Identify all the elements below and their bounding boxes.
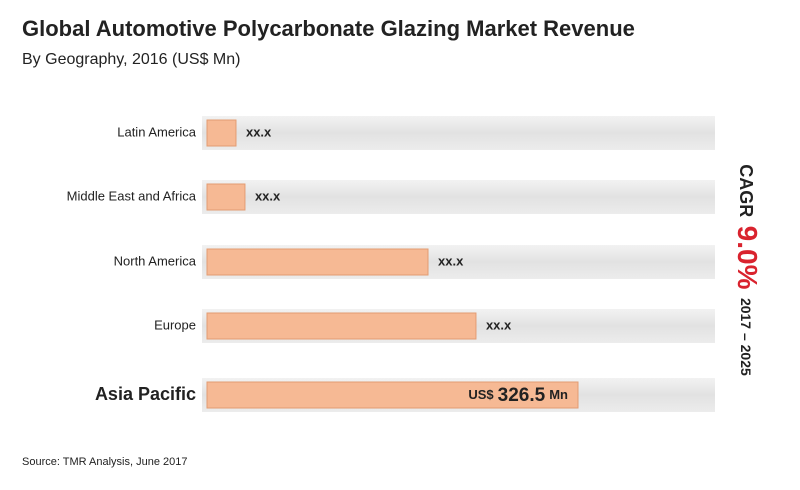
value-label-group: US$ 326.5 Mn bbox=[468, 385, 568, 406]
value-label: 326.5 bbox=[498, 385, 546, 406]
bar bbox=[206, 119, 237, 147]
bar bbox=[206, 248, 429, 276]
chart-title: Global Automotive Polycarbonate Glazing … bbox=[22, 16, 635, 41]
category-label: Latin America bbox=[117, 124, 197, 139]
category-label: Middle East and Africa bbox=[67, 188, 197, 203]
bar bbox=[206, 183, 246, 211]
value-label: xx.x bbox=[438, 253, 464, 268]
cagr-annotation: CAGR 9.0% 2017 – 2025 bbox=[732, 164, 763, 376]
cagr-value: 9.0% bbox=[732, 226, 763, 290]
cagr-label: CAGR bbox=[736, 164, 756, 217]
category-label: Europe bbox=[154, 317, 196, 332]
source: Source: TMR Analysis, June 2017 bbox=[22, 456, 188, 468]
track bbox=[202, 180, 715, 214]
chart-subtitle: By Geography, 2016 (US$ Mn) bbox=[22, 51, 240, 68]
value-label: xx.x bbox=[255, 188, 281, 203]
value-suffix: Mn bbox=[549, 387, 568, 402]
value-prefix: US$ bbox=[468, 387, 494, 402]
category-label: Asia Pacific bbox=[95, 384, 196, 404]
cagr-period: 2017 – 2025 bbox=[738, 298, 754, 376]
category-label: North America bbox=[114, 253, 197, 268]
bar bbox=[206, 381, 579, 409]
value-label: xx.x bbox=[486, 317, 512, 332]
value-label: xx.x bbox=[246, 124, 272, 139]
bar bbox=[206, 312, 477, 340]
track bbox=[202, 116, 715, 150]
